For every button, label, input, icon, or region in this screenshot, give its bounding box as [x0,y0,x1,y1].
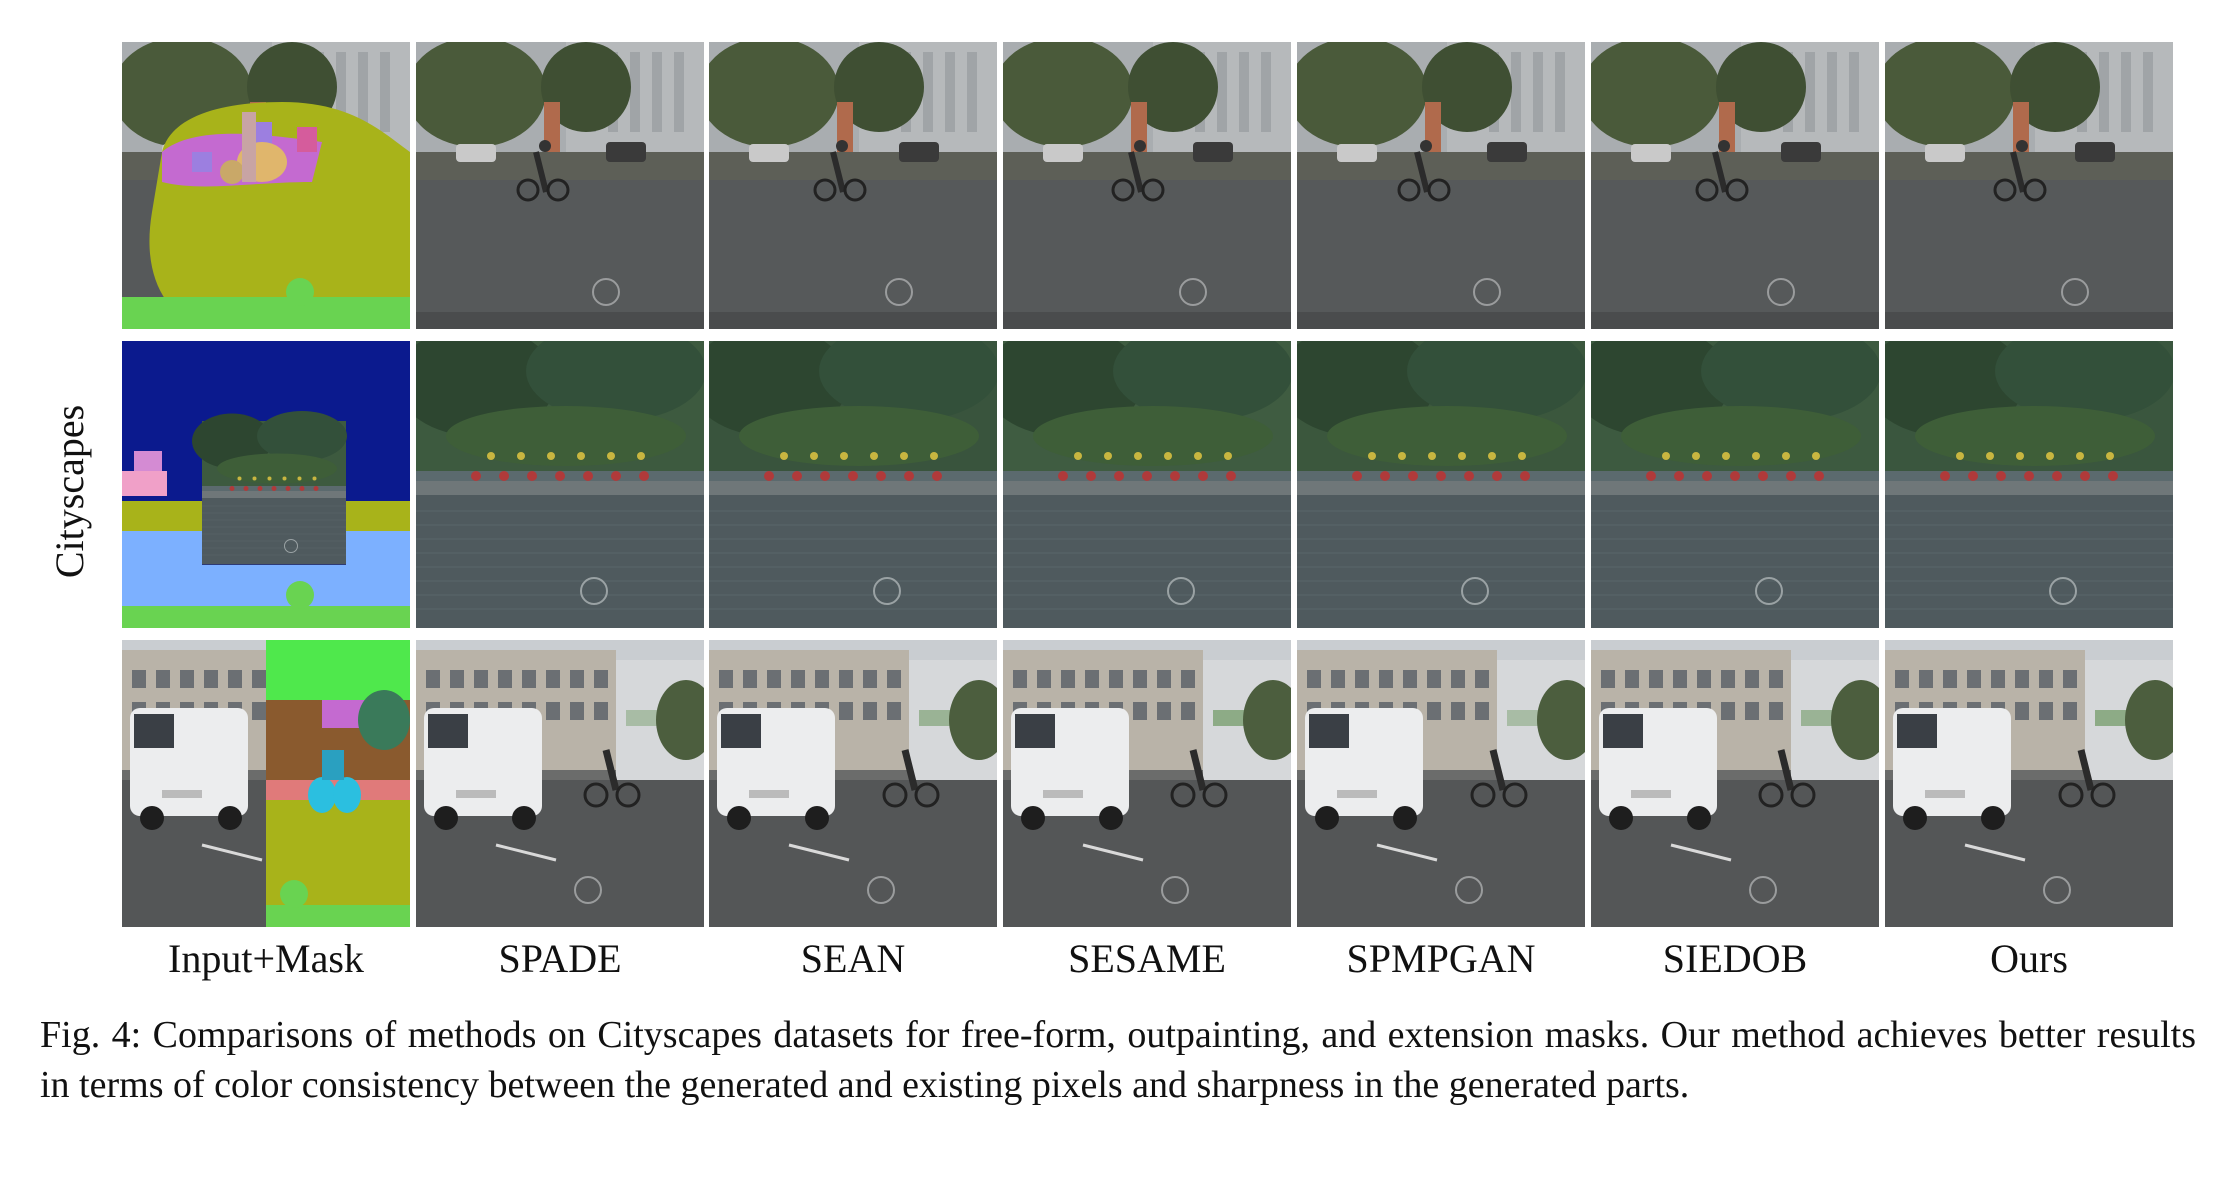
column-label: SIEDOB [1662,936,1808,981]
input-mask-image-row1-col1 [122,42,410,329]
column-label: SPADE [498,936,622,981]
result-image-row3-col4 [1003,640,1291,927]
result-image-row3-col5 [1297,640,1585,927]
input-mask-image-row3-col1 [122,640,410,927]
result-image-row2-col2 [416,341,704,628]
result-image-row2-col7 [1885,341,2173,628]
result-image-row2-col6 [1591,341,1879,628]
result-image-row3-col3 [709,640,997,927]
figure-caption: Fig. 4: Comparisons of methods on Citysc… [40,1010,2196,1110]
row-group-label-text: Cityscapes [47,404,93,578]
result-image-row1-col5 [1297,42,1585,329]
result-image-row1-col4 [1003,42,1291,329]
result-image-row1-col2 [416,42,704,329]
result-image-row1-col3 [709,42,997,329]
result-image-row2-col4 [1003,341,1291,628]
caption-text: Comparisons of methods on Cityscapes dat… [40,1014,2197,1106]
result-image-row3-col7 [1885,640,2173,927]
result-image-row1-col6 [1591,42,1879,329]
result-image-row2-col5 [1297,341,1585,628]
input-mask-image-row2-col1 [122,341,410,628]
result-image-row2-col3 [709,341,997,628]
column-label: SEAN [800,936,906,981]
column-label: SPMPGAN [1346,936,1536,981]
result-image-row3-col6 [1591,640,1879,927]
column-label: Ours [1990,936,2068,981]
column-label: Input+Mask [168,936,364,981]
result-image-row3-col2 [416,640,704,927]
column-label: SESAME [1068,936,1226,981]
caption-prefix: Fig. 4: [40,1014,142,1056]
result-image-row1-col7 [1885,42,2173,329]
row-group-label: Cityscapes [47,42,93,940]
